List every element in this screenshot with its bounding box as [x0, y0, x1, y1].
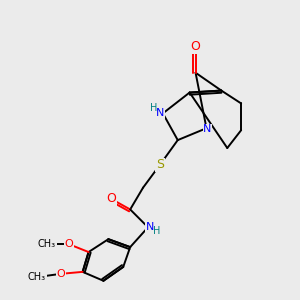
- Text: O: O: [56, 269, 65, 279]
- Text: H: H: [150, 103, 158, 113]
- Text: O: O: [64, 239, 73, 249]
- Text: N: N: [156, 108, 164, 118]
- Text: CH₃: CH₃: [38, 239, 56, 249]
- Text: CH₃: CH₃: [28, 272, 46, 282]
- Text: O: O: [106, 192, 116, 205]
- Text: O: O: [190, 40, 200, 53]
- Text: H: H: [153, 226, 161, 236]
- Text: N: N: [203, 124, 212, 134]
- Text: S: S: [156, 158, 164, 171]
- Text: N: N: [146, 222, 154, 232]
